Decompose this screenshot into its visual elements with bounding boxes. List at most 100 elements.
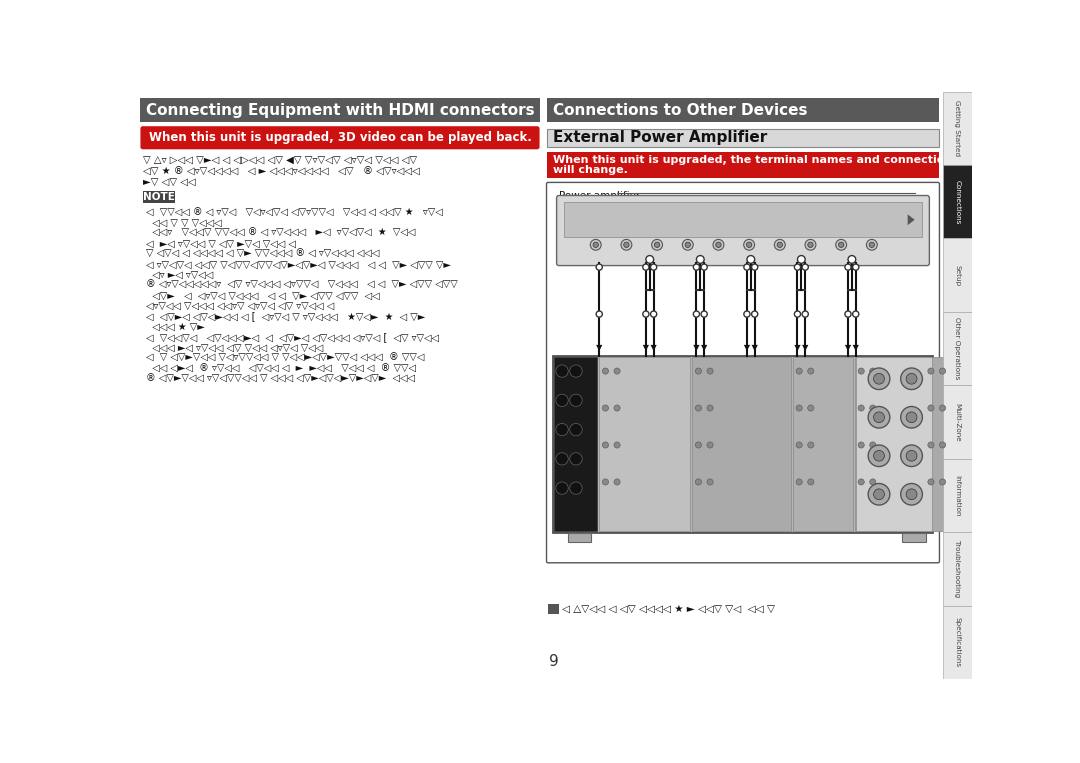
Circle shape (752, 264, 758, 270)
Circle shape (868, 445, 890, 466)
Circle shape (808, 479, 814, 485)
Circle shape (593, 242, 598, 247)
Text: ▽ △▿ ▷◁◁ ▽►◁ ◁ ◁▷◁◁ ◁▽ ◀▽ ▽▿▽◁▽ ◁▿▽◁ ▽◁◁ ◁▽: ▽ △▿ ▷◁◁ ▽►◁ ◁ ◁▷◁◁ ◁▽ ◀▽ ▽▿▽◁▽ ◁▿▽◁ ▽◁◁… (143, 156, 417, 166)
Polygon shape (596, 345, 603, 351)
Circle shape (774, 240, 785, 250)
Text: Other Operations: Other Operations (955, 317, 960, 380)
Polygon shape (907, 214, 915, 225)
Circle shape (707, 368, 713, 374)
Text: ® ◁▽►▽◁◁ ▿▽◁▽▽◁◁ ▽ ◁◁◁ ◁▽►◁▽◁►▽►◁▽►  ◁◁◁: ® ◁▽►▽◁◁ ▿▽◁▽▽◁◁ ▽ ◁◁◁ ◁▽►◁▽◁►▽►◁▽► ◁◁◁ (146, 374, 415, 384)
Circle shape (848, 256, 855, 263)
Circle shape (744, 264, 750, 270)
Circle shape (603, 442, 608, 448)
Circle shape (869, 442, 876, 448)
Circle shape (852, 311, 859, 317)
Circle shape (701, 264, 707, 270)
Bar (943, 238, 972, 312)
Circle shape (928, 479, 934, 485)
Circle shape (646, 256, 653, 263)
Circle shape (707, 479, 713, 485)
Text: NOTE: NOTE (143, 192, 175, 201)
Polygon shape (744, 345, 750, 351)
Text: Specifications: Specifications (955, 617, 960, 668)
Circle shape (940, 405, 946, 411)
Circle shape (797, 256, 806, 263)
Polygon shape (701, 345, 707, 351)
Circle shape (869, 242, 875, 247)
Circle shape (556, 423, 568, 436)
Circle shape (906, 450, 917, 461)
Text: Setup: Setup (955, 265, 960, 286)
Circle shape (778, 242, 783, 247)
Circle shape (874, 450, 885, 461)
Circle shape (696, 479, 702, 485)
Text: Getting Started: Getting Started (955, 100, 960, 156)
Bar (546, 152, 940, 178)
Circle shape (621, 240, 632, 250)
Circle shape (940, 368, 946, 374)
Circle shape (716, 242, 721, 247)
Circle shape (845, 311, 851, 317)
Circle shape (613, 368, 620, 374)
Circle shape (906, 489, 917, 500)
Circle shape (838, 242, 843, 247)
Text: Information: Information (955, 475, 960, 517)
Circle shape (613, 442, 620, 448)
Bar (943, 92, 972, 165)
Circle shape (868, 407, 890, 428)
Text: ◁  ▽◁◁▽◁   ◁▽◁◁◁►◁  ◁  ◁▽►◁ ◁▽◁◁◁ ◁▿▽◁ [  ◁▽ ▿▽◁◁: ◁ ▽◁◁▽◁ ◁▽◁◁◁►◁ ◁ ◁▽►◁ ◁▽◁◁◁ ◁▿▽◁ [ ◁▽ ▿… (146, 332, 438, 342)
Circle shape (802, 264, 808, 270)
Circle shape (683, 240, 693, 250)
Circle shape (928, 368, 934, 374)
Circle shape (901, 445, 922, 466)
Circle shape (570, 394, 582, 407)
Polygon shape (643, 345, 649, 351)
Polygon shape (693, 345, 700, 351)
Circle shape (570, 452, 582, 465)
Circle shape (707, 442, 713, 448)
Text: External Power Amplifier: External Power Amplifier (553, 130, 767, 145)
Circle shape (744, 240, 755, 250)
Bar (692, 357, 791, 531)
Circle shape (859, 368, 864, 374)
Circle shape (836, 240, 847, 250)
Bar (943, 385, 972, 459)
Text: Connecting Equipment with HDMI connectors: Connecting Equipment with HDMI connector… (146, 102, 535, 118)
Circle shape (643, 311, 649, 317)
Text: ◁ △▽◁◁ ◁ ◁▽ ◁◁◁◁ ★ ► ◁◁▽ ▽◁  ◁◁ ▽: ◁ △▽◁◁ ◁ ◁▽ ◁◁◁◁ ★ ► ◁◁▽ ▽◁ ◁◁ ▽ (562, 604, 775, 614)
Text: ◁◁▿   ▽◁◁▽ ▽▽◁◁ ® ◁ ▿▽◁◁◁   ►◁  ▿▽◁▽◁  ★  ▽◁◁: ◁◁▿ ▽◁◁▽ ▽▽◁◁ ® ◁ ▿▽◁◁◁ ►◁ ▿▽◁▽◁ ★ ▽◁◁ (146, 228, 415, 238)
Polygon shape (795, 345, 800, 351)
Circle shape (796, 442, 802, 448)
Circle shape (906, 412, 917, 423)
Circle shape (808, 405, 814, 411)
Bar (943, 165, 972, 238)
Text: ►▽ ◁▽ ◁◁: ►▽ ◁▽ ◁◁ (143, 177, 195, 187)
Circle shape (556, 452, 568, 465)
Bar (855, 357, 922, 531)
Bar (553, 356, 933, 533)
Text: 9: 9 (549, 654, 558, 669)
Circle shape (650, 264, 657, 270)
Circle shape (940, 442, 946, 448)
Circle shape (685, 242, 690, 247)
Text: ® ◁▿▽◁◁◁◁◁▿  ◁▽ ▿▽◁◁◁ ◁▿▽▽◁   ▽◁◁◁   ◁ ◁  ▽► ◁▽▽ ◁▽▽: ® ◁▿▽◁◁◁◁◁▿ ◁▽ ▿▽◁◁◁ ◁▿▽▽◁ ▽◁◁◁ ◁ ◁ ▽► ◁… (146, 280, 458, 290)
Circle shape (802, 311, 808, 317)
Text: ◁◁ ◁►◁  ® ▿▽◁◁   ◁▽◁◁ ◁  ►  ►◁◁   ▽◁◁ ◁  ® ▽▽◁: ◁◁ ◁►◁ ® ▿▽◁◁ ◁▽◁◁ ◁ ► ►◁◁ ▽◁◁ ◁ ® ▽▽◁ (146, 363, 416, 373)
Bar (943, 312, 972, 385)
Text: ▽ ◁▽◁ ◁ ◁◁◁◁ ◁ ▽► ▽▽◁◁◁ ® ◁ ▿▽◁◁◁ ◁◁◁: ▽ ◁▽◁ ◁ ◁◁◁◁ ◁ ▽► ▽▽◁◁◁ ® ◁ ▿▽◁◁◁ ◁◁◁ (146, 249, 379, 259)
Circle shape (556, 482, 568, 494)
Bar (855, 357, 932, 531)
Text: Troubleshooting: Troubleshooting (955, 540, 960, 597)
Circle shape (859, 442, 864, 448)
Circle shape (570, 482, 582, 494)
Circle shape (869, 479, 876, 485)
Circle shape (808, 242, 813, 247)
Polygon shape (802, 345, 808, 351)
Bar (546, 98, 940, 122)
Circle shape (874, 412, 885, 423)
Circle shape (795, 311, 800, 317)
Text: ◁▿▽◁◁ ▽◁◁◁ ◁◁▿▽ ◁▿▽◁ ◁▽ ▿▽◁◁ ◁: ◁▿▽◁◁ ▽◁◁◁ ◁◁▿▽ ◁▿▽◁ ◁▽ ▿▽◁◁ ◁ (146, 301, 334, 311)
Text: When this unit is upgraded, 3D video can be played back.: When this unit is upgraded, 3D video can… (149, 131, 531, 144)
Text: ◁▿ ►◁ ▿▽◁◁: ◁▿ ►◁ ▿▽◁◁ (146, 270, 213, 280)
Circle shape (696, 368, 702, 374)
